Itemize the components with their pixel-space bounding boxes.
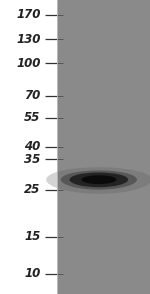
Ellipse shape — [81, 175, 116, 184]
Text: 40: 40 — [24, 141, 40, 153]
Ellipse shape — [61, 171, 137, 190]
Bar — [57, 0, 150, 294]
Text: 100: 100 — [16, 57, 40, 70]
Text: 130: 130 — [16, 33, 40, 46]
Text: 10: 10 — [24, 267, 40, 280]
Text: 170: 170 — [16, 8, 40, 21]
Text: 15: 15 — [24, 230, 40, 243]
Text: 55: 55 — [24, 111, 40, 124]
Text: 70: 70 — [24, 89, 40, 102]
Text: 35: 35 — [24, 153, 40, 166]
Ellipse shape — [70, 173, 128, 187]
Ellipse shape — [46, 167, 150, 194]
Text: 25: 25 — [24, 183, 40, 196]
